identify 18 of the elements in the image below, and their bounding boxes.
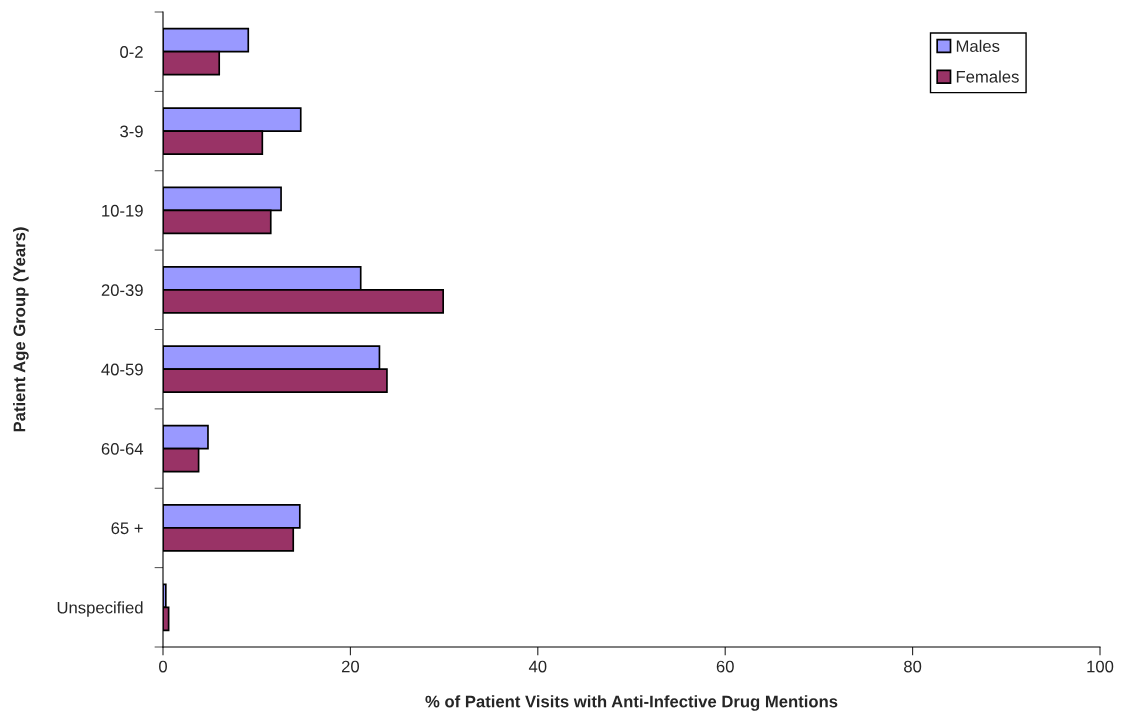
y-tick-label: 10-19 — [102, 204, 143, 217]
x-tick-label: 40 — [528, 660, 547, 673]
x-tick-label: 80 — [904, 660, 922, 673]
y-tick-label: 20-39 — [101, 284, 143, 297]
x-tick-label: 100 — [1087, 660, 1114, 673]
y-tick-label: 3-9 — [120, 125, 143, 138]
x-tick-label: 60 — [716, 660, 734, 673]
y-axis-title: Patient Age Group (Years) — [13, 227, 29, 432]
x-tick-label: 20 — [341, 660, 360, 673]
y-tick-label: 40-59 — [101, 363, 143, 376]
y-tick-label: 0-2 — [120, 46, 143, 58]
legend-label: Males — [956, 39, 1000, 53]
legend-label: Females — [956, 70, 1019, 83]
x-tick-label: 0 — [159, 660, 167, 673]
y-tick-label: Unspecified — [57, 601, 143, 617]
x-axis-title: % of Patient Visits with Anti-Infective Drug Mentions — [425, 695, 838, 711]
y-tick-label: 65 + — [111, 522, 143, 535]
y-tick-label: 60-64 — [101, 442, 144, 455]
